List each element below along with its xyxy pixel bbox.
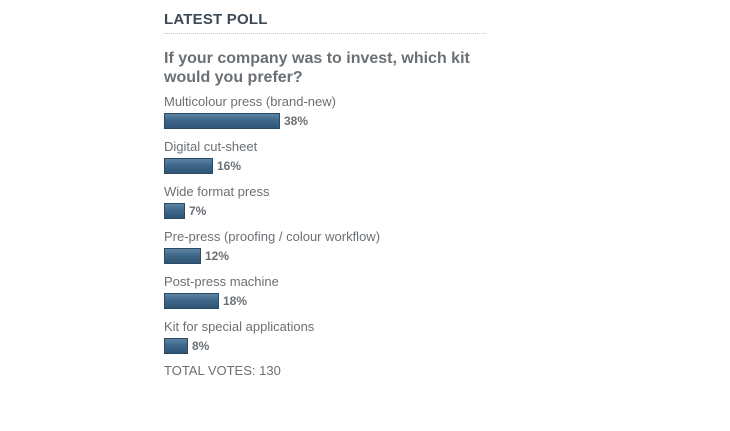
poll-option: Digital cut-sheet 16% — [164, 139, 486, 175]
poll-widget: LATEST POLL If your company was to inves… — [164, 8, 486, 378]
poll-result-bar — [164, 248, 201, 264]
poll-option-label: Wide format press — [164, 184, 270, 199]
poll-result-percent: 12% — [205, 249, 230, 263]
poll-result-bar — [164, 113, 280, 129]
poll-option-label: Post-press machine — [164, 274, 279, 289]
poll-option-label: Digital cut-sheet — [164, 139, 258, 154]
poll-option-label: Kit for special applications — [164, 319, 315, 334]
poll-option: Kit for special applications 8% — [164, 319, 486, 355]
poll-result-row: 38% — [164, 112, 486, 130]
poll-option: Post-press machine 18% — [164, 274, 486, 310]
poll-result-row: 16% — [164, 157, 486, 175]
poll-option-label: Multicolour press (brand-new) — [164, 94, 336, 109]
poll-heading: LATEST POLL — [164, 8, 486, 34]
poll-result-percent: 7% — [189, 204, 207, 218]
poll-option: Pre-press (proofing / colour workflow) 1… — [164, 229, 486, 265]
poll-result-percent: 38% — [284, 114, 309, 128]
poll-question: If your company was to invest, which kit… — [164, 50, 470, 86]
poll-option: Wide format press 7% — [164, 184, 486, 220]
total-votes: TOTAL VOTES: 130 — [164, 363, 281, 378]
poll-result-percent: 16% — [217, 159, 242, 173]
poll-result-bar — [164, 158, 213, 174]
poll-result-percent: 8% — [192, 339, 210, 353]
poll-result-row: 7% — [164, 202, 486, 220]
poll-result-bar — [164, 293, 219, 309]
poll-result-bar — [164, 203, 185, 219]
poll-result-row: 8% — [164, 337, 486, 355]
poll-option: Multicolour press (brand-new) 38% — [164, 94, 486, 130]
poll-result-row: 18% — [164, 292, 486, 310]
poll-result-row: 12% — [164, 247, 486, 265]
poll-result-percent: 18% — [223, 294, 248, 308]
poll-result-bar — [164, 338, 188, 354]
poll-option-label: Pre-press (proofing / colour workflow) — [164, 229, 381, 244]
